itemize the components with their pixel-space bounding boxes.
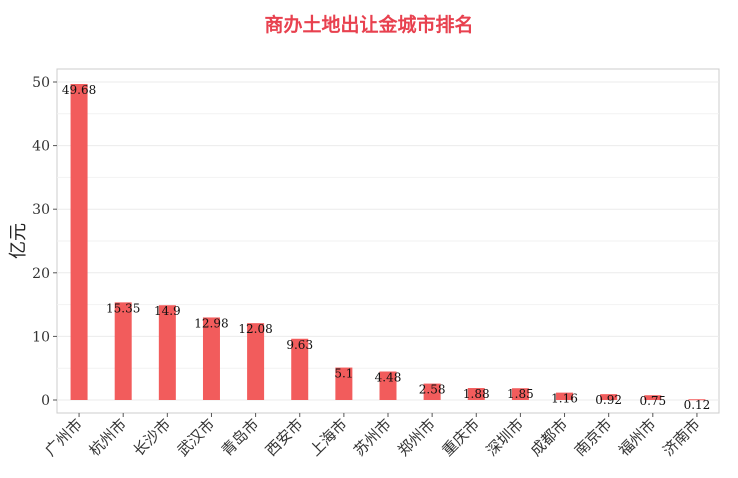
- y-axis: 0 10 20 30 40 50: [32, 75, 57, 409]
- x-tick-label: 长沙市: [130, 415, 175, 460]
- y-tick-label: 50: [32, 75, 50, 91]
- bar: [467, 388, 485, 400]
- y-axis-title: 亿元: [8, 223, 29, 259]
- data-label: 0.75: [639, 394, 666, 408]
- data-label: 9.63: [286, 338, 313, 352]
- bar: [688, 399, 706, 401]
- x-tick-label: 青岛市: [218, 415, 263, 460]
- data-labels: 49.68 15.35 14.9 12.98 12.08 9.63 5.1 4.48 2.58 1…: [62, 83, 710, 412]
- data-label: 1.16: [551, 392, 578, 406]
- x-tick-label: 福州市: [615, 415, 660, 460]
- bar: [644, 395, 662, 400]
- bar: [600, 394, 618, 400]
- bar: [379, 371, 397, 400]
- x-tick-label: 成都市: [527, 415, 572, 460]
- bar: [114, 302, 132, 400]
- x-tick-label: 郑州市: [394, 415, 439, 460]
- x-tick-label: 西安市: [262, 415, 307, 460]
- bar: [202, 317, 220, 400]
- data-label: 1.85: [507, 387, 534, 401]
- x-tick-label: 重庆市: [439, 415, 484, 460]
- y-tick-label: 20: [32, 266, 50, 282]
- data-label: 15.35: [106, 301, 140, 315]
- data-label: 1.88: [463, 387, 490, 401]
- x-tick-label: 深圳市: [483, 415, 528, 460]
- x-tick-label: 广州市: [41, 415, 86, 460]
- data-label: 0.92: [595, 393, 622, 407]
- bar: [511, 388, 529, 400]
- bar: [291, 338, 309, 400]
- data-label: 49.68: [62, 83, 96, 97]
- data-label: 12.08: [238, 322, 272, 336]
- x-tick-label: 武汉市: [174, 415, 219, 460]
- x-tick-label: 上海市: [306, 415, 351, 460]
- data-label: 2.58: [419, 383, 446, 397]
- data-label: 4.48: [375, 371, 402, 385]
- bar: [423, 383, 441, 400]
- y-tick-label: 0: [41, 393, 50, 409]
- x-tick-label: 杭州市: [85, 415, 130, 460]
- chart-title: 商办土地出让金城市排名: [264, 14, 474, 36]
- bar: [70, 84, 88, 400]
- bar: [556, 392, 574, 400]
- data-label: 14.9: [154, 304, 181, 318]
- data-label: 12.98: [194, 316, 228, 330]
- bars: [70, 84, 706, 401]
- x-axis: 广州市 杭州市 长沙市 武汉市 青岛市 西安市 上海市 苏州市 郑州市 重庆市 深圳市 成都市 南京市福…: [41, 413, 704, 460]
- bar: [247, 323, 265, 400]
- bar: [335, 367, 353, 400]
- data-label: 0.12: [684, 398, 711, 412]
- y-tick-label: 10: [32, 329, 50, 345]
- x-tick-label: 南京市: [571, 415, 616, 460]
- bar: [158, 305, 176, 400]
- y-tick-label: 40: [32, 139, 50, 155]
- y-tick-label: 30: [32, 202, 50, 218]
- data-label: 5.1: [334, 367, 353, 381]
- x-tick-label: 苏州市: [350, 415, 395, 460]
- x-tick-label: 济南市: [659, 415, 704, 460]
